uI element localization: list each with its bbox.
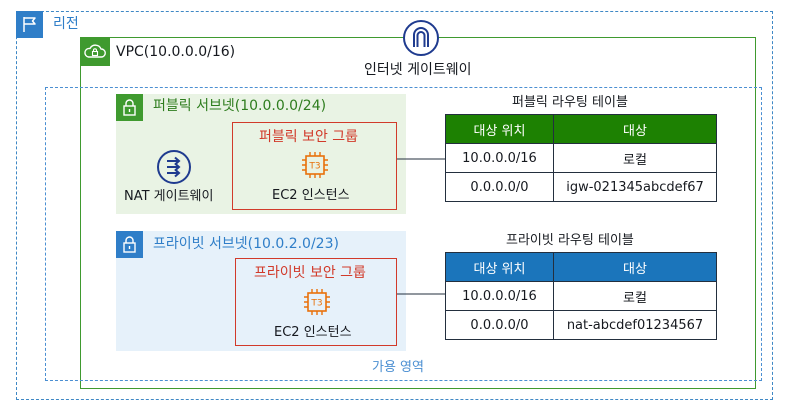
private-subnet [116, 231, 406, 351]
table-row: 10.0.0.0/16 로컬 [445, 143, 717, 173]
private-subnet-tag [116, 231, 143, 258]
availability-zone-boundary [45, 87, 762, 381]
public-subnet-tag [116, 94, 143, 121]
private-instance-label: EC2 인스턴스 [274, 325, 352, 340]
private-route-table: 대상 위치 대상 10.0.0.0/16 로컬 0.0.0.0/0 nat-ab… [445, 252, 717, 340]
vpc-label: VPC(10.0.0.0/16) [116, 44, 236, 60]
public-subnet-label: 퍼블릭 서브넷(10.0.0.0/24) [153, 98, 327, 114]
public-security-group-label: 퍼블릭 보안 그룹 [259, 129, 359, 145]
public-route-table-title: 퍼블릭 라우팅 테이블 [512, 95, 628, 110]
column-header: 대상 [553, 114, 717, 144]
private-subnet-label: 프라이빗 서브넷(10.0.2.0/23) [153, 236, 339, 252]
internet-gateway-label: 인터넷 게이트웨이 [364, 62, 472, 78]
destination-cell: 10.0.0.0/16 [445, 281, 554, 311]
availability-zone-label: 가용 영역 [372, 360, 424, 375]
table-row: 10.0.0.0/16 로컬 [445, 281, 717, 311]
target-cell: 로컬 [553, 143, 717, 173]
target-cell: 로컬 [553, 281, 717, 311]
nat-gateway-icon [157, 150, 191, 184]
column-header: 대상 위치 [445, 114, 554, 144]
public-security-group [232, 122, 397, 210]
nat-gateway-label: NAT 게이트웨이 [124, 189, 214, 204]
destination-cell: 0.0.0.0/0 [445, 172, 554, 202]
instance-type-text: T3 [310, 299, 322, 309]
private-route-table-title: 프라이빗 라우팅 테이블 [506, 233, 634, 248]
padlock-icon [123, 236, 136, 253]
table-row: 0.0.0.0/0 nat-abcdef01234567 [445, 310, 717, 340]
ec2-instance-chip-icon: T3 [304, 289, 330, 315]
region-boundary [16, 11, 773, 400]
column-header: 대상 위치 [445, 252, 554, 282]
flag-icon [23, 17, 36, 32]
destination-cell: 10.0.0.0/16 [445, 143, 554, 173]
table-row: 0.0.0.0/0 igw-021345abcdef67 [445, 172, 717, 202]
target-cell: nat-abcdef01234567 [553, 310, 717, 340]
internet-gateway-icon [403, 20, 439, 56]
cloud-lock-icon [84, 44, 106, 58]
destination-cell: 0.0.0.0/0 [445, 310, 554, 340]
instance-type-text: T3 [308, 162, 320, 172]
vpc-tag [80, 37, 110, 66]
private-security-group [235, 258, 397, 346]
padlock-icon [123, 99, 136, 116]
column-header: 대상 [553, 252, 717, 282]
target-cell: igw-021345abcdef67 [553, 172, 717, 202]
region-label: 리전 [53, 16, 79, 32]
ec2-instance-chip-icon: T3 [302, 152, 328, 178]
public-instance-label: EC2 인스턴스 [272, 188, 350, 203]
public-route-table: 대상 위치 대상 10.0.0.0/16 로컬 0.0.0.0/0 igw-02… [445, 114, 717, 202]
private-security-group-label: 프라이빗 보안 그룹 [254, 265, 366, 281]
region-tag [16, 11, 43, 38]
